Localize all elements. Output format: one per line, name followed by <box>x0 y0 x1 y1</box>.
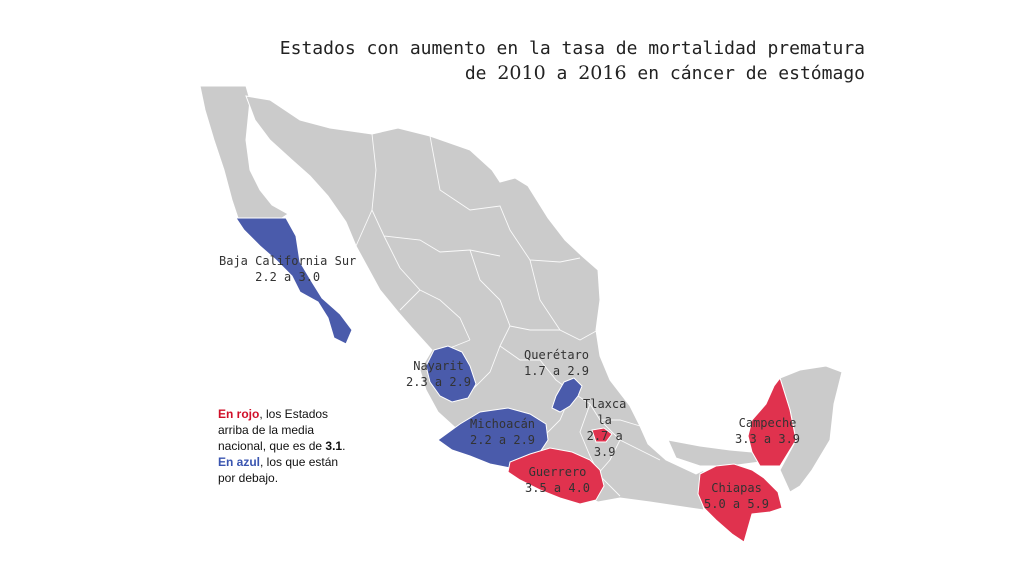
label-michoacan: Michoacán 2.2 a 2.9 <box>470 416 535 448</box>
label-nayarit: Nayarit 2.3 a 2.9 <box>406 358 471 390</box>
state-baja-california <box>199 85 289 219</box>
tlaxcala-name-b: la <box>597 413 612 427</box>
tlaxcala-name-a: Tlaxca <box>583 397 627 411</box>
label-tlaxcala: Tlaxca la 2.7 a 3.9 <box>583 396 626 460</box>
year-to: 2016 <box>578 62 627 84</box>
state-tlaxcala <box>591 427 613 443</box>
chiapas-range: 5.0 a 5.9 <box>704 497 770 511</box>
title-line-1: Estados con aumento en la tasa de mortal… <box>279 38 865 59</box>
michoacan-name: Michoacán <box>470 417 536 431</box>
map-legend: En rojo, los Estados arriba de la media … <box>218 406 358 486</box>
title-line-2: de 2010 a 2016 en cáncer de estómago <box>200 61 865 86</box>
bcs-name: Baja California Sur <box>219 254 357 268</box>
state-borders <box>355 133 661 497</box>
guerrero-name: Guerrero <box>528 465 587 479</box>
state-queretaro <box>551 377 583 413</box>
nayarit-range: 2.3 a 2.9 <box>406 375 472 389</box>
tlaxcala-range-b: 3.9 <box>593 445 616 459</box>
queretaro-range: 1.7 a 2.9 <box>524 364 590 378</box>
legend-national-mean: 3.1 <box>325 439 343 453</box>
label-queretaro: Querétaro 1.7 a 2.9 <box>524 347 589 379</box>
label-guerrero: Guerrero 3.5 a 4.0 <box>525 464 590 496</box>
nayarit-name: Nayarit <box>413 359 464 373</box>
state-chiapas <box>697 463 783 543</box>
campeche-range: 3.3 a 3.9 <box>735 432 801 446</box>
guerrero-range: 3.5 a 4.0 <box>525 481 591 495</box>
campeche-name: Campeche <box>738 416 797 430</box>
bcs-range: 2.2 a 3.0 <box>255 270 321 284</box>
legend-red-end: . <box>342 439 346 453</box>
chiapas-name: Chiapas <box>711 481 762 495</box>
state-campeche <box>747 376 797 467</box>
legend-red-label: En rojo <box>218 407 260 421</box>
label-campeche: Campeche 3.3 a 3.9 <box>735 415 800 447</box>
michoacan-range: 2.2 a 2.9 <box>470 433 536 447</box>
state-michoacan <box>437 407 549 469</box>
year-from: 2010 <box>497 62 546 84</box>
tlaxcala-range-a: 2.7 a <box>586 429 623 443</box>
state-nayarit <box>425 345 477 403</box>
label-chiapas: Chiapas 5.0 a 5.9 <box>704 480 769 512</box>
legend-blue-label: En azul <box>218 455 261 469</box>
state-baja-california-sur <box>235 217 353 345</box>
map-title: Estados con aumento en la tasa de mortal… <box>200 36 865 86</box>
title-post: en cáncer de estómago <box>626 63 865 84</box>
state-guerrero <box>507 447 605 505</box>
label-baja-california-sur: Baja California Sur 2.2 a 3.0 <box>219 253 356 285</box>
title-pre: de <box>464 63 498 84</box>
title-mid: a <box>545 63 579 84</box>
queretaro-name: Querétaro <box>524 348 590 362</box>
legend-red-text: , los Estados arriba de la media naciona… <box>218 407 329 453</box>
legend-blue-text: , los que están por debajo. <box>218 455 339 485</box>
